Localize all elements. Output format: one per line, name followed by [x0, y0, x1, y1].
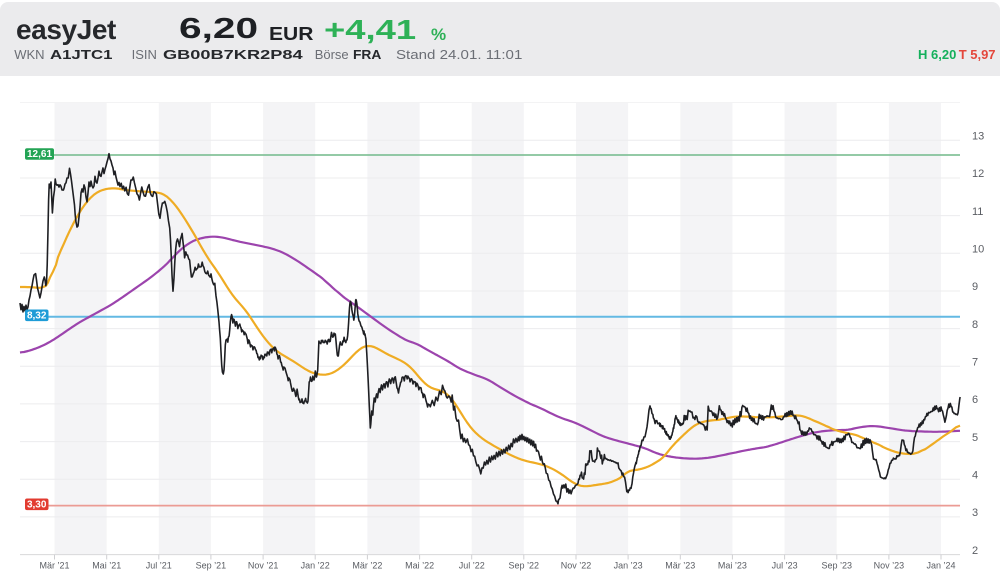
svg-text:Nov ’22: Nov ’22 — [561, 560, 592, 570]
svg-text:Mai ’22: Mai ’22 — [405, 560, 434, 570]
svg-text:Jul ’23: Jul ’23 — [772, 560, 798, 570]
svg-text:Jul ’22: Jul ’22 — [459, 560, 485, 570]
svg-text:12: 12 — [972, 168, 984, 180]
svg-text:Jan ’24: Jan ’24 — [926, 560, 955, 570]
svg-text:Jan ’23: Jan ’23 — [614, 560, 643, 570]
svg-text:Sep ’21: Sep ’21 — [196, 560, 227, 570]
svg-text:Mai ’21: Mai ’21 — [92, 560, 121, 570]
svg-text:12,61: 12,61 — [27, 149, 52, 160]
svg-text:5: 5 — [972, 432, 978, 444]
svg-text:Mär ’22: Mär ’22 — [352, 560, 382, 570]
svg-text:8,32: 8,32 — [27, 311, 47, 322]
svg-text:11: 11 — [972, 206, 983, 218]
svg-text:7: 7 — [972, 357, 978, 369]
svg-text:6: 6 — [972, 394, 978, 406]
svg-text:Nov ’23: Nov ’23 — [874, 560, 905, 570]
svg-text:9: 9 — [972, 281, 978, 293]
svg-text:Mär ’21: Mär ’21 — [39, 560, 69, 570]
svg-text:Sep ’22: Sep ’22 — [509, 560, 540, 570]
svg-text:3,30: 3,30 — [27, 500, 47, 511]
svg-text:Sep ’23: Sep ’23 — [822, 560, 853, 570]
svg-text:13: 13 — [972, 131, 984, 143]
svg-text:Mär ’23: Mär ’23 — [665, 560, 695, 570]
svg-text:Nov ’21: Nov ’21 — [248, 560, 279, 570]
svg-text:2: 2 — [972, 545, 978, 557]
svg-text:Jan ’22: Jan ’22 — [301, 560, 330, 570]
svg-text:Mai ’23: Mai ’23 — [718, 560, 747, 570]
svg-text:Jul ’21: Jul ’21 — [146, 560, 172, 570]
svg-text:4: 4 — [972, 470, 978, 482]
svg-text:10: 10 — [972, 244, 984, 256]
svg-text:3: 3 — [972, 507, 978, 519]
svg-text:8: 8 — [972, 319, 978, 331]
